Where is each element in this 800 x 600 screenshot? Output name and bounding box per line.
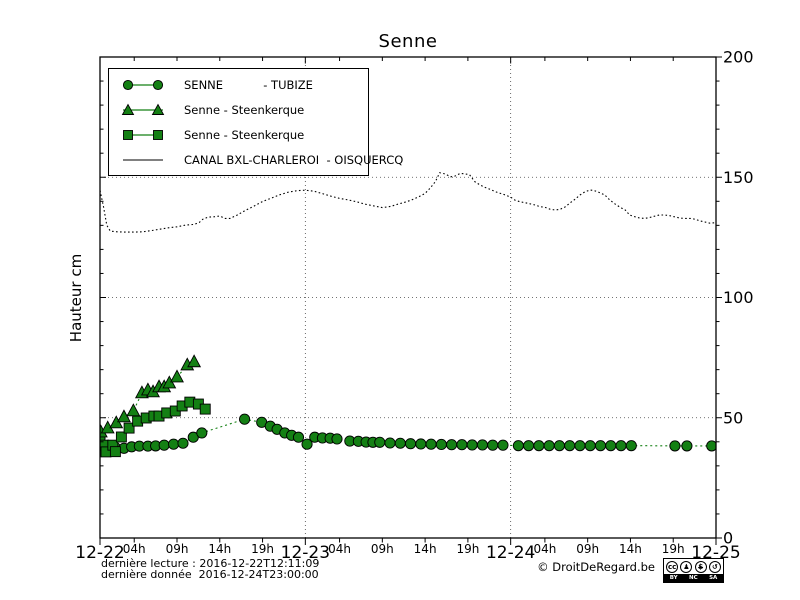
legend-item-senne-steenkerque-2: Senne - Steenkerque xyxy=(109,128,368,142)
last-reading-text: dernière lecture : 2016-12-22T12:11:09 xyxy=(101,557,320,570)
data-point-circle xyxy=(158,439,170,451)
data-point-circle xyxy=(301,438,313,450)
x-hour-label: 09h xyxy=(576,542,599,556)
legend-label: Senne - Steenkerque xyxy=(184,102,305,117)
x-hour-label: 09h xyxy=(166,542,189,556)
data-point-triangle xyxy=(187,354,202,368)
x-day-label: 12-24 xyxy=(486,543,535,563)
data-point-triangle xyxy=(170,369,184,383)
data-point-square xyxy=(109,446,121,458)
circle-marker-icon xyxy=(122,79,164,90)
series-canal-bxl-charleroi xyxy=(100,172,716,233)
data-point-circle xyxy=(435,438,447,450)
data-point-circle xyxy=(415,438,427,450)
data-point-circle xyxy=(574,440,586,452)
legend-item-senne-steenkerque-1: Senne - Steenkerque xyxy=(109,103,368,117)
x-hour-label: 19h xyxy=(662,542,685,556)
data-point-circle xyxy=(374,436,386,448)
x-hour-label: 14h xyxy=(414,542,437,556)
cc-nc-icon: $ xyxy=(694,560,707,573)
cc-by-icon: ♟ xyxy=(680,560,693,573)
square-marker-icon xyxy=(123,129,163,140)
data-point-circle xyxy=(543,440,555,452)
data-point-circle xyxy=(584,440,596,452)
data-point-circle xyxy=(394,437,406,449)
data-point-square xyxy=(123,422,135,434)
legend-item-senne-tubize: SENNE - TUBIZE xyxy=(109,78,368,92)
data-point-circle xyxy=(553,440,565,452)
line-marker-icon xyxy=(123,159,163,160)
data-point-circle xyxy=(476,439,488,451)
y-tick-label: 0 xyxy=(723,529,733,548)
legend-label: CANAL BXL-CHARLEROI - OISQUERCQ xyxy=(184,152,404,167)
data-point-circle xyxy=(669,440,681,452)
data-point-circle xyxy=(331,433,343,445)
data-point-circle xyxy=(706,440,716,452)
data-point-circle xyxy=(615,440,627,452)
axis-ticks xyxy=(99,56,722,545)
cc-nc-label: NC xyxy=(689,575,698,581)
data-point-circle xyxy=(292,431,305,443)
data-point-square xyxy=(115,431,127,443)
data-point-circle xyxy=(487,439,499,451)
cc-license-badge[interactable]: cc ♟ $ ↺ BY NC SA xyxy=(663,558,724,583)
series-line xyxy=(100,172,716,233)
series-senne-steenkerque-squares xyxy=(100,396,211,458)
legend-item-canal-bxl-charleroi: CANAL BXL-CHARLEROI - OISQUERCQ xyxy=(109,153,403,167)
data-point-circle xyxy=(564,440,576,452)
data-point-circle xyxy=(196,427,208,439)
x-day-label: 12-23 xyxy=(281,543,330,563)
data-point-circle xyxy=(446,439,458,451)
data-point-circle xyxy=(594,440,607,452)
data-point-circle xyxy=(533,440,545,452)
last-data-text: dernière donnée 2016-12-24T23:00:00 xyxy=(101,568,319,581)
cc-icons-row: cc ♟ $ ↺ xyxy=(664,559,723,574)
x-hour-label: 14h xyxy=(208,542,231,556)
data-point-circle xyxy=(512,440,524,452)
series-layer xyxy=(100,172,716,458)
x-hour-label: 04h xyxy=(123,542,146,556)
legend-label: SENNE - TUBIZE xyxy=(184,77,313,92)
data-point-circle xyxy=(681,440,693,452)
data-point-circle xyxy=(405,438,417,450)
legend: SENNE - TUBIZE Senne - Steenkerque Senne… xyxy=(108,68,403,176)
x-hour-label: 09h xyxy=(371,542,394,556)
data-point-circle xyxy=(456,439,468,451)
data-point-circle xyxy=(523,440,535,452)
data-point-circle xyxy=(177,437,189,449)
triangle-marker-icon xyxy=(121,103,165,115)
y-tick-label: 100 xyxy=(723,288,754,307)
cc-sa-label: SA xyxy=(709,575,718,581)
x-hour-label: 19h xyxy=(251,542,274,556)
data-point-circle xyxy=(239,413,251,425)
cc-sa-icon: ↺ xyxy=(708,560,721,573)
series-senne-steenkerque-triangles xyxy=(100,354,202,438)
x-hour-label: 19h xyxy=(456,542,479,556)
data-point-circle xyxy=(384,437,396,449)
data-point-circle xyxy=(497,439,509,451)
data-point-circle xyxy=(168,438,180,450)
cc-icon: cc xyxy=(666,560,679,573)
y-tick-label: 150 xyxy=(723,168,754,187)
x-day-label: 12-22 xyxy=(75,543,124,563)
cc-by-label: BY xyxy=(669,575,678,581)
copyright-text: © DroitDeRegard.be xyxy=(537,560,655,574)
data-point-circle xyxy=(425,438,437,450)
data-point-circle xyxy=(625,440,637,452)
data-point-square xyxy=(199,403,211,415)
data-point-circle xyxy=(605,440,617,452)
chart-title: Senne xyxy=(378,31,438,52)
x-hour-label: 04h xyxy=(533,542,556,556)
y-tick-label: 200 xyxy=(723,48,754,67)
x-hour-label: 14h xyxy=(619,542,642,556)
data-point-circle xyxy=(466,439,478,451)
cc-labels-strip: BY NC SA xyxy=(664,574,723,582)
legend-label: Senne - Steenkerque xyxy=(184,127,305,142)
x-hour-label: 04h xyxy=(328,542,351,556)
y-axis-label: Hauteur cm xyxy=(67,253,85,343)
y-tick-label: 50 xyxy=(723,408,743,427)
